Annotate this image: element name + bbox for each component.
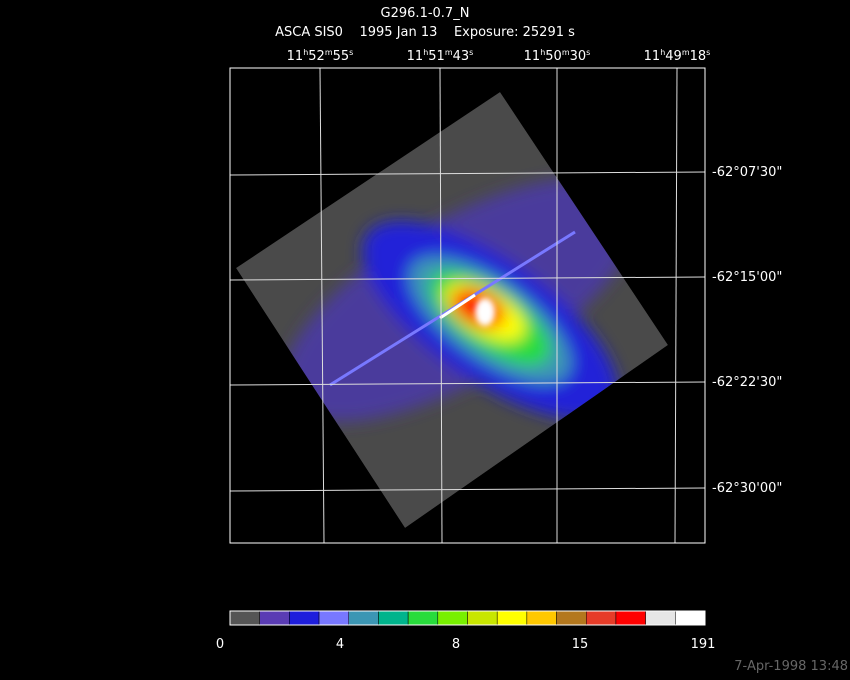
ra-label-part: s: [469, 48, 473, 57]
ra-label-part: h: [660, 48, 665, 57]
grid-line: [229, 276, 706, 281]
title: G296.1-0.7_N: [381, 6, 470, 21]
colorbar-cell: [348, 610, 379, 626]
grid-line: [229, 487, 706, 492]
ra-label-part: 55: [333, 49, 350, 64]
colorbar-cell: [378, 610, 409, 626]
axis-labels: 11h52m55s 11h51m43s 11h50m30s 11h49m18s-62°…: [287, 48, 783, 496]
ra-label-part: 11: [524, 49, 541, 64]
grid-line: [674, 67, 678, 544]
dec-label: -62°07'30": [712, 165, 782, 180]
colorbar-label: 15: [572, 637, 589, 652]
dec-label: -62°30'00": [712, 481, 782, 496]
ra-label-part: 11: [407, 49, 424, 64]
ra-label-part: 11: [287, 49, 304, 64]
colorbar-label: 191: [691, 637, 716, 652]
ra-label: 11h50m30s: [524, 48, 591, 64]
colorbar-frame: [229, 610, 706, 626]
colorbar-cell: [645, 610, 676, 626]
ra-label: 11h51m43s: [407, 48, 474, 64]
ra-label-part: h: [303, 48, 308, 57]
ra-label: 11h52m55s: [287, 48, 354, 64]
ra-label-part: m: [325, 48, 333, 57]
ra-label-part: m: [682, 48, 690, 57]
subtitle: ASCA SIS0 1995 Jan 13 Exposure: 25291 s: [275, 25, 575, 40]
ra-label-part: 43: [453, 49, 470, 64]
timestamp: 7-Apr-1998 13:48: [734, 659, 848, 674]
ra-label-part: 49: [665, 49, 682, 64]
ra-label-part: m: [562, 48, 570, 57]
ra-label-part: h: [423, 48, 428, 57]
ra-label-part: h: [540, 48, 545, 57]
colorbar: 0 4 8 15 191: [216, 610, 716, 652]
dec-label: -62°22'30": [712, 375, 782, 390]
colorbar-cell: [526, 610, 557, 626]
frame: [229, 67, 706, 544]
ra-label-part: s: [586, 48, 590, 57]
colorbar-cell: [556, 610, 587, 626]
grid-line: [229, 171, 706, 176]
grid-line: [439, 67, 443, 544]
dec-label: -62°15'00": [712, 270, 782, 285]
colorbar-cell: [318, 610, 349, 626]
colorbar-cell: [229, 610, 260, 626]
colorbar-label: 0: [216, 637, 224, 652]
ra-label-part: 30: [570, 49, 587, 64]
colorbar-cell: [289, 610, 320, 626]
ra-label-part: 11: [644, 49, 661, 64]
grid-line: [319, 67, 325, 544]
ra-label-part: 52: [308, 49, 325, 64]
ra-label-part: 51: [428, 49, 445, 64]
ra-label-part: m: [445, 48, 453, 57]
xray-image: [236, 92, 668, 528]
colorbar-cell: [615, 610, 646, 626]
colorbar-cell: [259, 610, 290, 626]
colorbar-cell: [586, 610, 617, 626]
ra-label-part: s: [706, 48, 710, 57]
colorbar-label: 4: [336, 637, 344, 652]
ra-label-part: s: [349, 48, 353, 57]
colorbar-cell: [496, 610, 528, 626]
colorbar-cell: [675, 610, 706, 626]
colorbar-cell: [407, 610, 439, 626]
ra-label-part: 18: [690, 49, 707, 64]
colorbar-cell: [467, 610, 498, 626]
grid-line: [229, 381, 706, 386]
ra-label-part: 50: [545, 49, 562, 64]
ra-label: 11h49m18s: [644, 48, 711, 64]
colorbar-label: 8: [452, 637, 460, 652]
colorbar-cell: [437, 610, 468, 626]
coordinate-grid: [229, 67, 706, 544]
